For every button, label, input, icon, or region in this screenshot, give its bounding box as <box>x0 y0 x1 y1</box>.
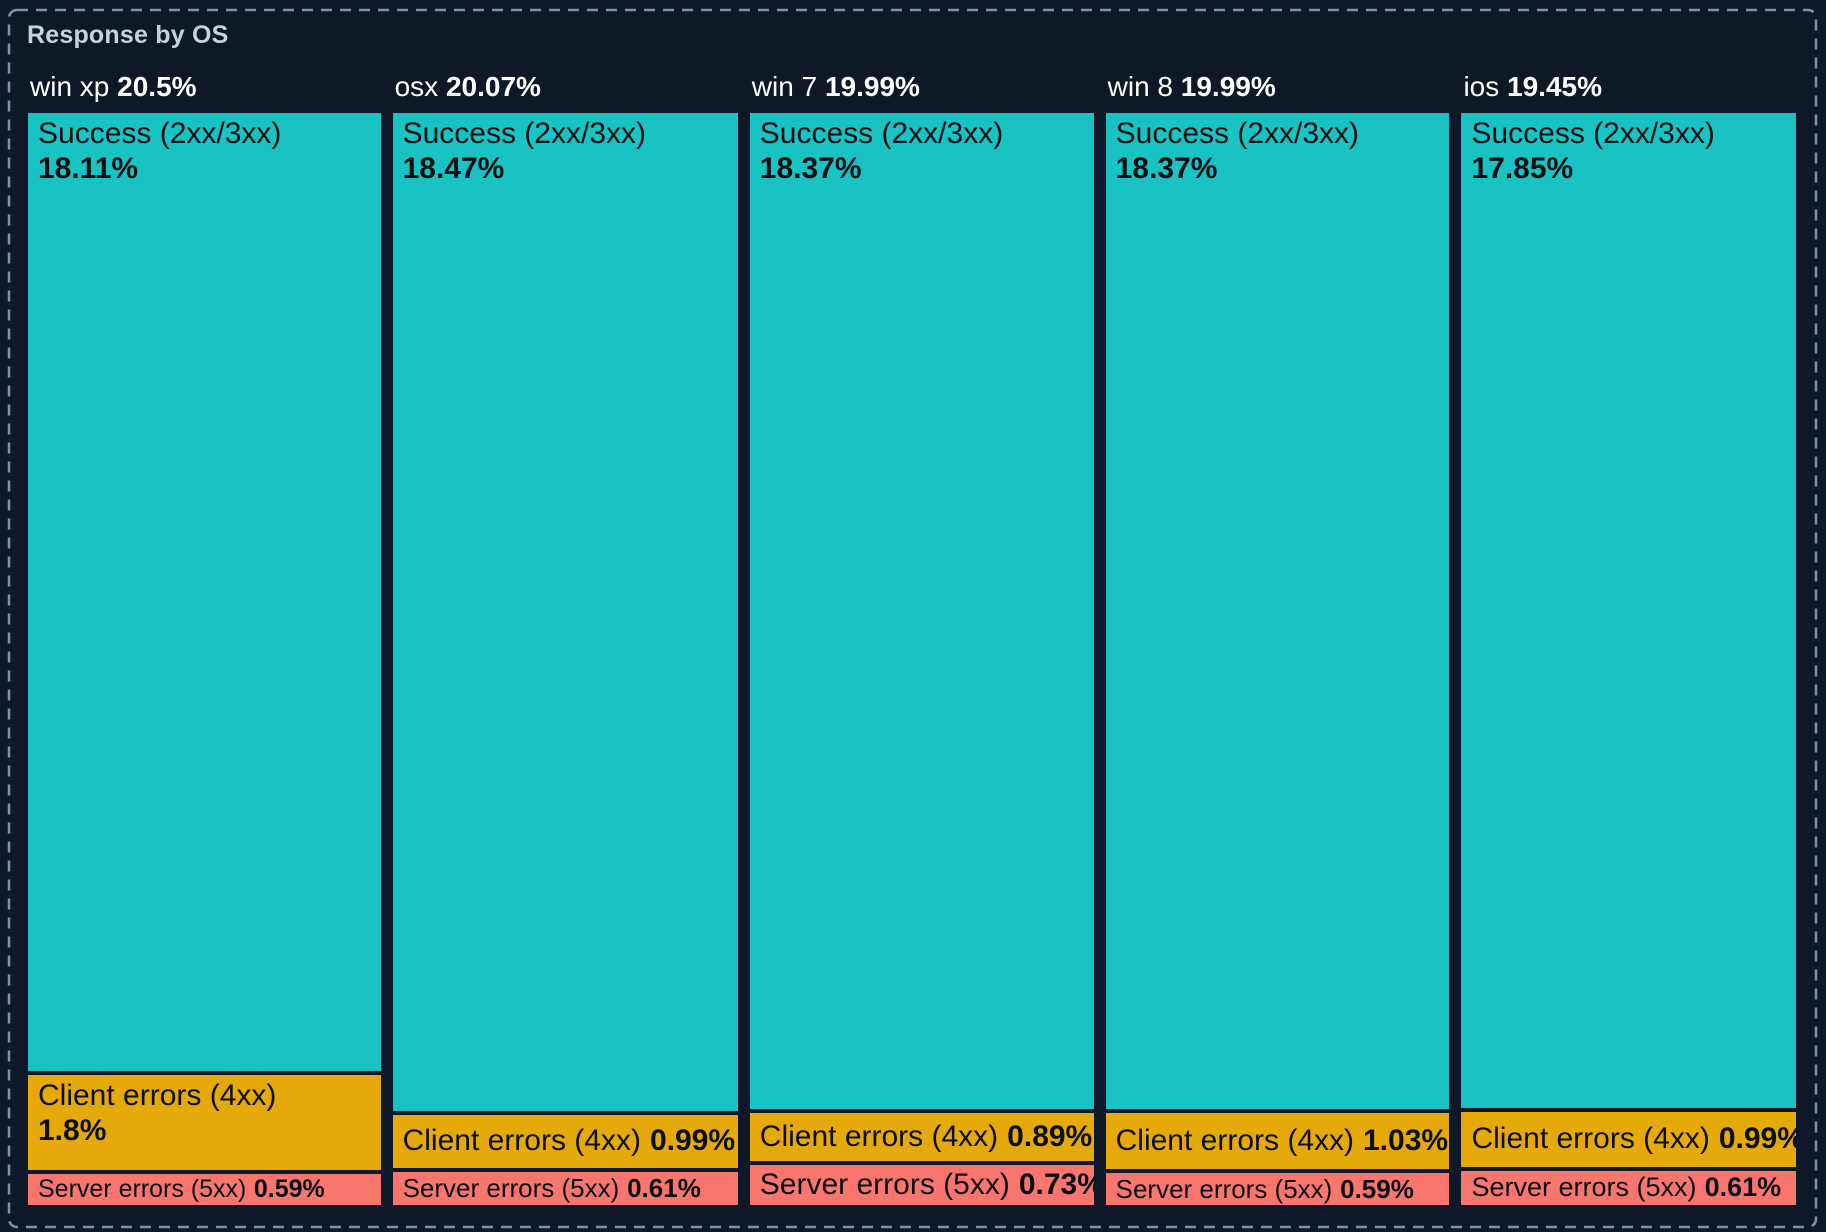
cell-label: Client errors (4xx) 0.99% <box>393 1115 738 1169</box>
os-name-label: ios <box>1463 71 1500 102</box>
treemap-column-ios: ios 19.45% Success (2xx/3xx) 17.85% Client … <box>1461 70 1796 1205</box>
os-name-label: win 7 <box>751 71 818 102</box>
cell-label: Success (2xx/3xx) 17.85% <box>1461 113 1796 189</box>
treemap-cell-client-osx[interactable]: Client errors (4xx) 0.99% <box>392 1114 738 1169</box>
segment-value: 18.47% <box>402 152 505 185</box>
column-cells: Success (2xx/3xx) 18.47% Client errors (4x… <box>392 113 738 1205</box>
cell-label: Success (2xx/3xx) 18.47% <box>393 113 738 189</box>
treemap-cell-success-ios[interactable]: Success (2xx/3xx) 17.85% <box>1461 113 1796 1108</box>
segment-name: Success (2xx/3xx) <box>402 117 646 150</box>
cell-label: Client errors (4xx) 1.03% <box>1106 1113 1450 1169</box>
segment-value: 1.8% <box>38 1113 107 1147</box>
segment-name: Client errors (4xx) <box>1115 1124 1354 1158</box>
segment-value: 18.37% <box>759 151 862 185</box>
treemap-cell-server-win-7[interactable]: Server errors (5xx)0.73% <box>749 1165 1094 1205</box>
cell-label: Server errors (5xx) 0.59% <box>28 1174 381 1205</box>
segment-name: Server errors (5xx) <box>1471 1172 1697 1203</box>
os-total-label: 19.99% <box>824 71 920 102</box>
column-cells: Success (2xx/3xx) 18.11% Client errors (4x… <box>28 113 381 1205</box>
os-total-label: 19.45% <box>1507 71 1602 102</box>
segment-value: 0.59% <box>1340 1173 1414 1204</box>
cell-label: Server errors (5xx) 0.59% <box>1106 1173 1450 1205</box>
panel-title: Response by OS <box>27 21 229 49</box>
treemap-column-win-xp: win xp 20.5% Success (2xx/3xx) 18.11% Clien… <box>28 70 381 1205</box>
segment-value: 0.61% <box>627 1173 701 1204</box>
treemap-cell-server-win-xp[interactable]: Server errors (5xx) 0.59% <box>28 1173 381 1205</box>
cell-label: Client errors (4xx) 0.99% <box>1461 1112 1796 1167</box>
treemap-cell-client-win-8[interactable]: Client errors (4xx) 1.03% <box>1105 1113 1450 1169</box>
segment-name: Server errors (5xx) <box>402 1173 620 1204</box>
treemap-cell-server-win-8[interactable]: Server errors (5xx) 0.59% <box>1105 1173 1450 1205</box>
segment-value: 18.11% <box>38 152 139 185</box>
segment-name: Client errors (4xx) <box>1471 1122 1710 1156</box>
segment-name: Success (2xx/3xx) <box>1471 117 1715 150</box>
segment-value: 0.89% <box>1007 1120 1093 1154</box>
segment-value: 0.61% <box>1704 1172 1782 1203</box>
segment-value: 0.99% <box>1718 1122 1796 1156</box>
os-name-label: osx <box>394 71 439 102</box>
column-header-ios[interactable]: ios 19.45% <box>1461 70 1796 113</box>
os-name-label: win xp <box>30 71 110 102</box>
cell-label: Client errors (4xx) 0.89% <box>750 1113 1094 1161</box>
segment-name: Success (2xx/3xx) <box>1115 116 1360 150</box>
column-cells: Success (2xx/3xx) 17.85% Client errors (4x… <box>1461 113 1796 1205</box>
treemap-column-win-7: win 7 19.99% Success (2xx/3xx) 18.37% Clien… <box>749 70 1094 1205</box>
segment-name: Server errors (5xx) <box>38 1174 247 1203</box>
segment-name: Client errors (4xx) <box>402 1124 641 1158</box>
cell-label: Server errors (5xx)0.73% <box>750 1165 1094 1205</box>
cell-label: Server errors (5xx) 0.61% <box>393 1172 738 1205</box>
cell-label: Success (2xx/3xx) 18.37% <box>1106 113 1450 189</box>
cell-label: Client errors (4xx) 1.8% <box>28 1075 381 1151</box>
column-cells: Success (2xx/3xx) 18.37% Client errors (4x… <box>749 112 1094 1205</box>
os-name-label: win 8 <box>1107 71 1173 102</box>
treemap-cell-client-ios[interactable]: Client errors (4xx) 0.99% <box>1461 1111 1796 1167</box>
segment-value: 1.03% <box>1363 1124 1449 1158</box>
treemap-cell-server-ios[interactable]: Server errors (5xx) 0.61% <box>1461 1170 1796 1205</box>
treemap-cell-server-osx[interactable]: Server errors (5xx) 0.61% <box>392 1172 738 1205</box>
segment-value: 0.59% <box>253 1174 325 1203</box>
segment-name: Success (2xx/3xx) <box>38 117 282 150</box>
column-header-win-xp[interactable]: win xp 20.5% <box>28 70 381 113</box>
treemap-cell-success-win-7[interactable]: Success (2xx/3xx) 18.37% <box>749 112 1094 1110</box>
os-total-label: 20.07% <box>445 71 541 102</box>
cell-label: Success (2xx/3xx) 18.11% <box>28 113 381 189</box>
os-total-label: 19.99% <box>1180 71 1276 102</box>
segment-value: 18.37% <box>1115 151 1218 185</box>
os-total-label: 20.5% <box>117 71 197 102</box>
segment-name: Client errors (4xx) <box>759 1120 999 1154</box>
cell-label: Success (2xx/3xx) 18.37% <box>750 113 1094 189</box>
column-cells: Success (2xx/3xx) 18.37% Client errors (4x… <box>1105 112 1450 1205</box>
treemap-cell-success-win-8[interactable]: Success (2xx/3xx) 18.37% <box>1105 112 1450 1110</box>
segment-name: Success (2xx/3xx) <box>759 116 1004 150</box>
segment-name: Server errors (5xx) <box>1115 1173 1333 1204</box>
treemap-cell-client-win-xp[interactable]: Client errors (4xx) 1.8% <box>28 1074 381 1170</box>
segment-name: Server errors (5xx) <box>759 1168 1010 1202</box>
treemap-cell-success-win-xp[interactable]: Success (2xx/3xx) 18.11% <box>28 113 381 1071</box>
segment-value: 0.99% <box>649 1124 736 1158</box>
segment-value: 0.73% <box>1018 1168 1094 1202</box>
segment-name: Client errors (4xx) <box>38 1078 277 1112</box>
cell-label: Server errors (5xx) 0.61% <box>1461 1171 1796 1205</box>
treemap: win xp 20.5% Success (2xx/3xx) 18.11% Clien… <box>28 70 1796 1205</box>
treemap-column-osx: osx 20.07% Success (2xx/3xx) 18.47% Client … <box>392 70 738 1205</box>
column-header-osx[interactable]: osx 20.07% <box>393 70 738 113</box>
treemap-cell-success-osx[interactable]: Success (2xx/3xx) 18.47% <box>392 113 738 1111</box>
treemap-column-win-8: win 8 19.99% Success (2xx/3xx) 18.37% Clien… <box>1105 70 1450 1205</box>
column-header-win-7[interactable]: win 7 19.99% <box>750 70 1094 113</box>
treemap-cell-client-win-7[interactable]: Client errors (4xx) 0.89% <box>749 1113 1094 1162</box>
column-header-win-8[interactable]: win 8 19.99% <box>1106 70 1450 113</box>
segment-value: 17.85% <box>1471 152 1574 185</box>
